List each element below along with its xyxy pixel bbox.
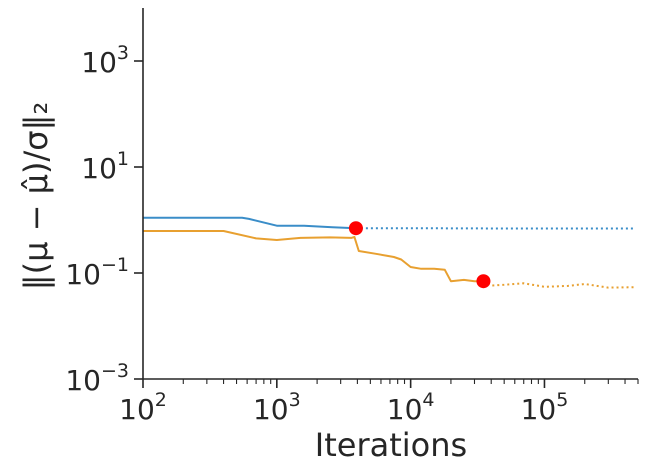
x-tick-label: 105 <box>521 389 569 426</box>
y-tick-label: 10−3 <box>65 360 129 397</box>
plot-area <box>143 216 636 289</box>
y-tick-label: 10−1 <box>65 254 129 291</box>
x-axis-title: Iterations <box>315 426 467 464</box>
series-1-line-solid <box>143 216 356 230</box>
y-axis-title: ‖(μ − μ̂)/σ‖₂ <box>17 102 55 291</box>
series-1-marker <box>348 221 363 236</box>
y-tick-label: 103 <box>81 42 129 79</box>
series-2-line-dotted <box>482 280 636 289</box>
x-tick-label: 102 <box>119 389 167 426</box>
series-2-marker <box>476 274 491 289</box>
series-2-line-solid <box>143 230 484 283</box>
axes: 102 103 104 105 10−3 10−1 101 103 <box>65 8 639 426</box>
x-tick-label: 103 <box>253 389 301 426</box>
x-tick-label: 104 <box>387 389 435 426</box>
y-tick-label: 101 <box>81 148 129 185</box>
